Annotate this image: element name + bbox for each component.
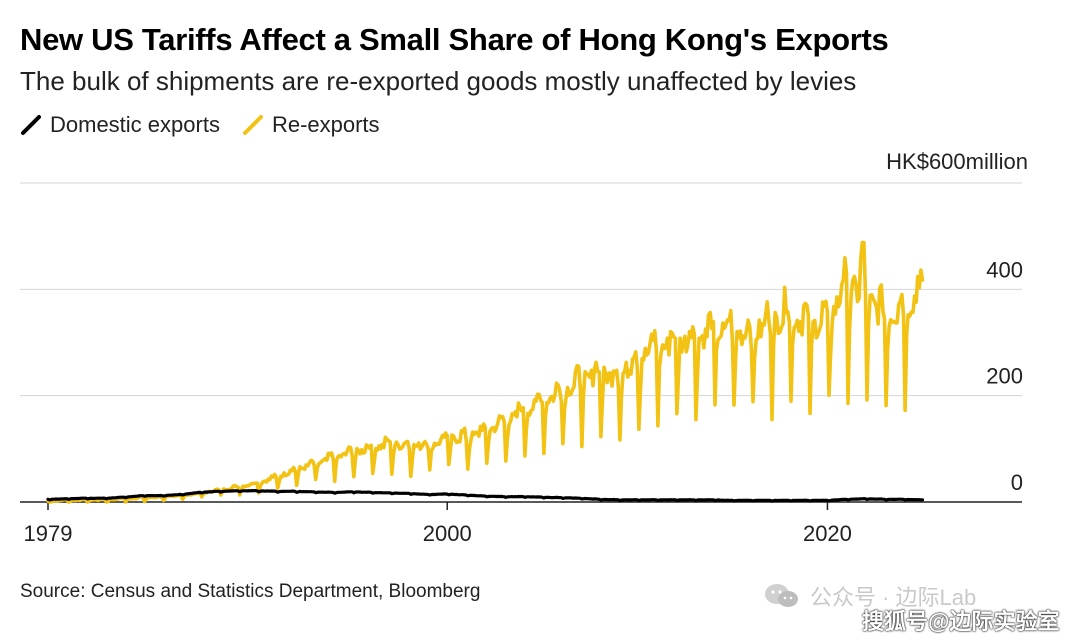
y-tick-label: 400 bbox=[986, 257, 1023, 282]
legend-label-reexports: Re-exports bbox=[271, 112, 380, 137]
x-tick-label: 2000 bbox=[423, 521, 472, 546]
legend: Domestic exports Re-exports bbox=[20, 110, 380, 140]
grid-lines bbox=[20, 182, 1022, 503]
legend-item-reexports: Re-exports bbox=[242, 112, 380, 138]
series-line-domestic bbox=[46, 489, 925, 503]
series-line-reexports bbox=[46, 240, 925, 504]
y-tick-label: 0 bbox=[1011, 470, 1023, 495]
x-axis: 1979 2000 2020 bbox=[24, 502, 852, 546]
y-tick-labels: 0 200 400 bbox=[986, 257, 1023, 495]
x-tick-label: 1979 bbox=[24, 521, 73, 546]
wechat-logo-icon bbox=[765, 584, 798, 607]
series-lines bbox=[46, 240, 925, 504]
legend-item-domestic: Domestic exports bbox=[20, 112, 220, 138]
watermark-sohu: 搜狐号@边际实验室 bbox=[862, 609, 1060, 634]
x-tick-label: 2020 bbox=[803, 521, 852, 546]
source-note: Source: Census and Statistics Department… bbox=[20, 581, 481, 602]
y-axis-unit-label: HK$600million bbox=[886, 149, 1028, 174]
legend-label-domestic: Domestic exports bbox=[50, 112, 220, 137]
legend-swatch-domestic-icon bbox=[21, 115, 41, 135]
chart-subtitle: The bulk of shipments are re-exported go… bbox=[20, 66, 857, 96]
y-tick-label: 200 bbox=[986, 364, 1023, 389]
watermark-wechat: 公众号 · 边际Lab bbox=[762, 580, 976, 612]
legend-swatch-reexports-icon bbox=[242, 115, 263, 135]
watermark-top-text: 公众号 · 边际Lab bbox=[810, 585, 977, 610]
chart-title: New US Tariffs Affect a Small Share of H… bbox=[20, 22, 889, 57]
